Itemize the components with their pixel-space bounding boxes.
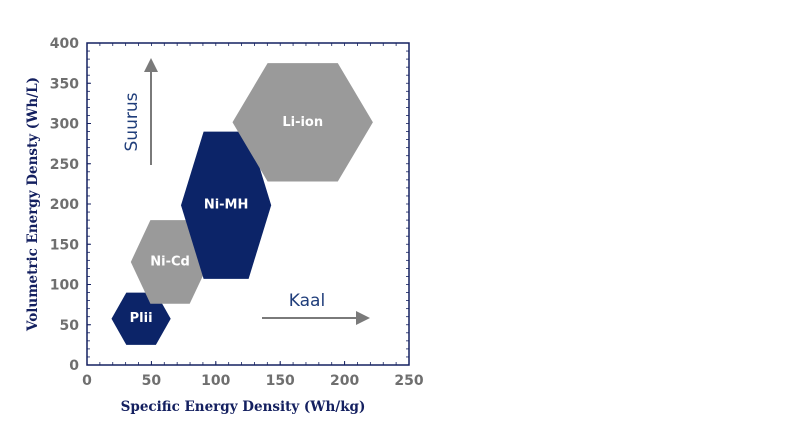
region-ni-cd-label: Ni-Cd xyxy=(150,254,190,269)
x-tick-label: 150 xyxy=(266,373,295,389)
region-ni-mh-label: Ni-MH xyxy=(204,198,249,213)
y-axis-title: Volumetric Energy Densty (Wh/L) xyxy=(25,77,41,332)
y-tick-label: 300 xyxy=(50,117,79,133)
size-arrow-head xyxy=(144,58,158,72)
size-annotation-label: Suurus xyxy=(122,92,142,151)
x-axis-ticks: 0 50 100 150 200 250 xyxy=(82,43,424,389)
x-tick-label: 250 xyxy=(394,373,423,389)
x-tick-label: 100 xyxy=(201,373,230,389)
x-axis-title: Specific Energy Density (Wh/kg) xyxy=(121,399,366,415)
y-axis-ticks: 0 50 100 150 200 250 300 350 400 xyxy=(50,36,409,374)
region-plii-label: Plii xyxy=(130,311,153,326)
region-plii-hexagon xyxy=(111,292,171,345)
weight-arrow-head xyxy=(356,311,370,325)
y-tick-label: 400 xyxy=(50,36,79,52)
region-li-ion-hexagon xyxy=(232,63,373,182)
battery-regions: Plii Ni-Cd Ni-MH Li-ion xyxy=(111,63,373,345)
y-tick-label: 250 xyxy=(50,157,79,173)
weight-annotation: Kaal xyxy=(262,291,370,325)
region-ni-mh-hexagon xyxy=(181,131,272,279)
y-tick-label: 0 xyxy=(69,358,79,374)
x-tick-label: 50 xyxy=(142,373,162,389)
y-tick-label: 350 xyxy=(50,76,79,92)
region-ni-cd-hexagon xyxy=(130,220,210,304)
size-annotation: Suurus xyxy=(122,58,158,165)
x-tick-label: 200 xyxy=(330,373,359,389)
y-tick-label: 50 xyxy=(60,318,80,334)
y-tick-label: 100 xyxy=(50,278,79,294)
weight-annotation-label: Kaal xyxy=(289,291,325,311)
y-tick-label: 200 xyxy=(50,197,79,213)
y-tick-label: 150 xyxy=(50,237,79,253)
region-li-ion-label: Li-ion xyxy=(282,115,323,130)
x-tick-label: 0 xyxy=(82,373,92,389)
